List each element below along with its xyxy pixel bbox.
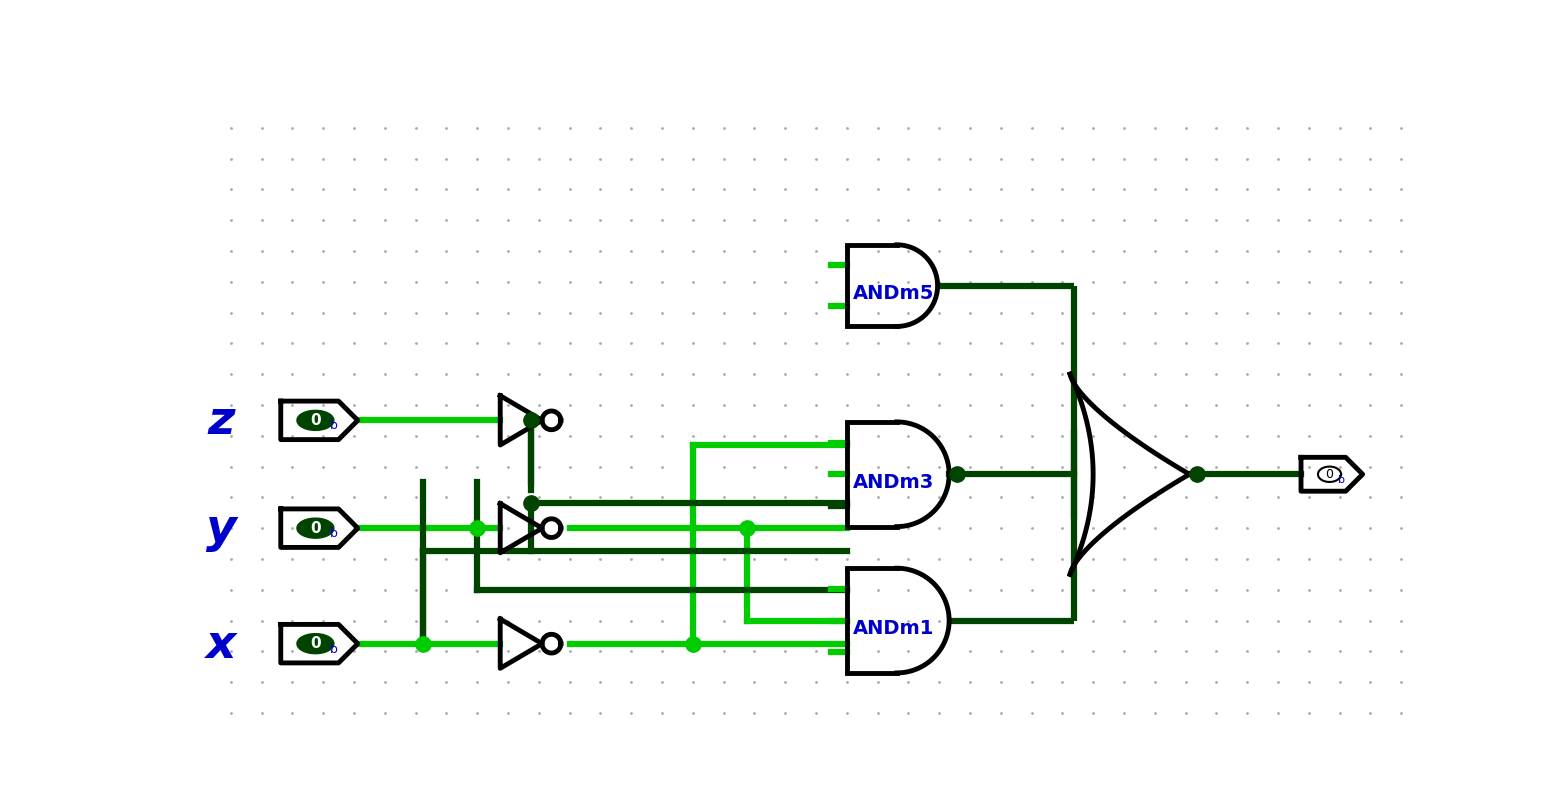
Text: x: x (207, 623, 237, 667)
Text: b: b (329, 642, 337, 655)
Text: 0: 0 (310, 520, 321, 536)
Text: b: b (329, 419, 337, 432)
Text: ANDm1: ANDm1 (853, 620, 935, 638)
Text: 0: 0 (310, 636, 321, 651)
Text: ANDm5: ANDm5 (853, 284, 935, 304)
Text: z: z (207, 399, 235, 444)
Text: y: y (205, 507, 237, 552)
Polygon shape (1319, 466, 1341, 482)
Text: ANDm3: ANDm3 (853, 473, 935, 492)
Polygon shape (296, 518, 334, 538)
Text: b: b (329, 527, 337, 540)
Text: 0: 0 (1325, 468, 1333, 481)
Text: 0: 0 (310, 413, 321, 428)
Text: b: b (1339, 474, 1345, 485)
Polygon shape (296, 633, 334, 654)
Polygon shape (296, 410, 334, 431)
